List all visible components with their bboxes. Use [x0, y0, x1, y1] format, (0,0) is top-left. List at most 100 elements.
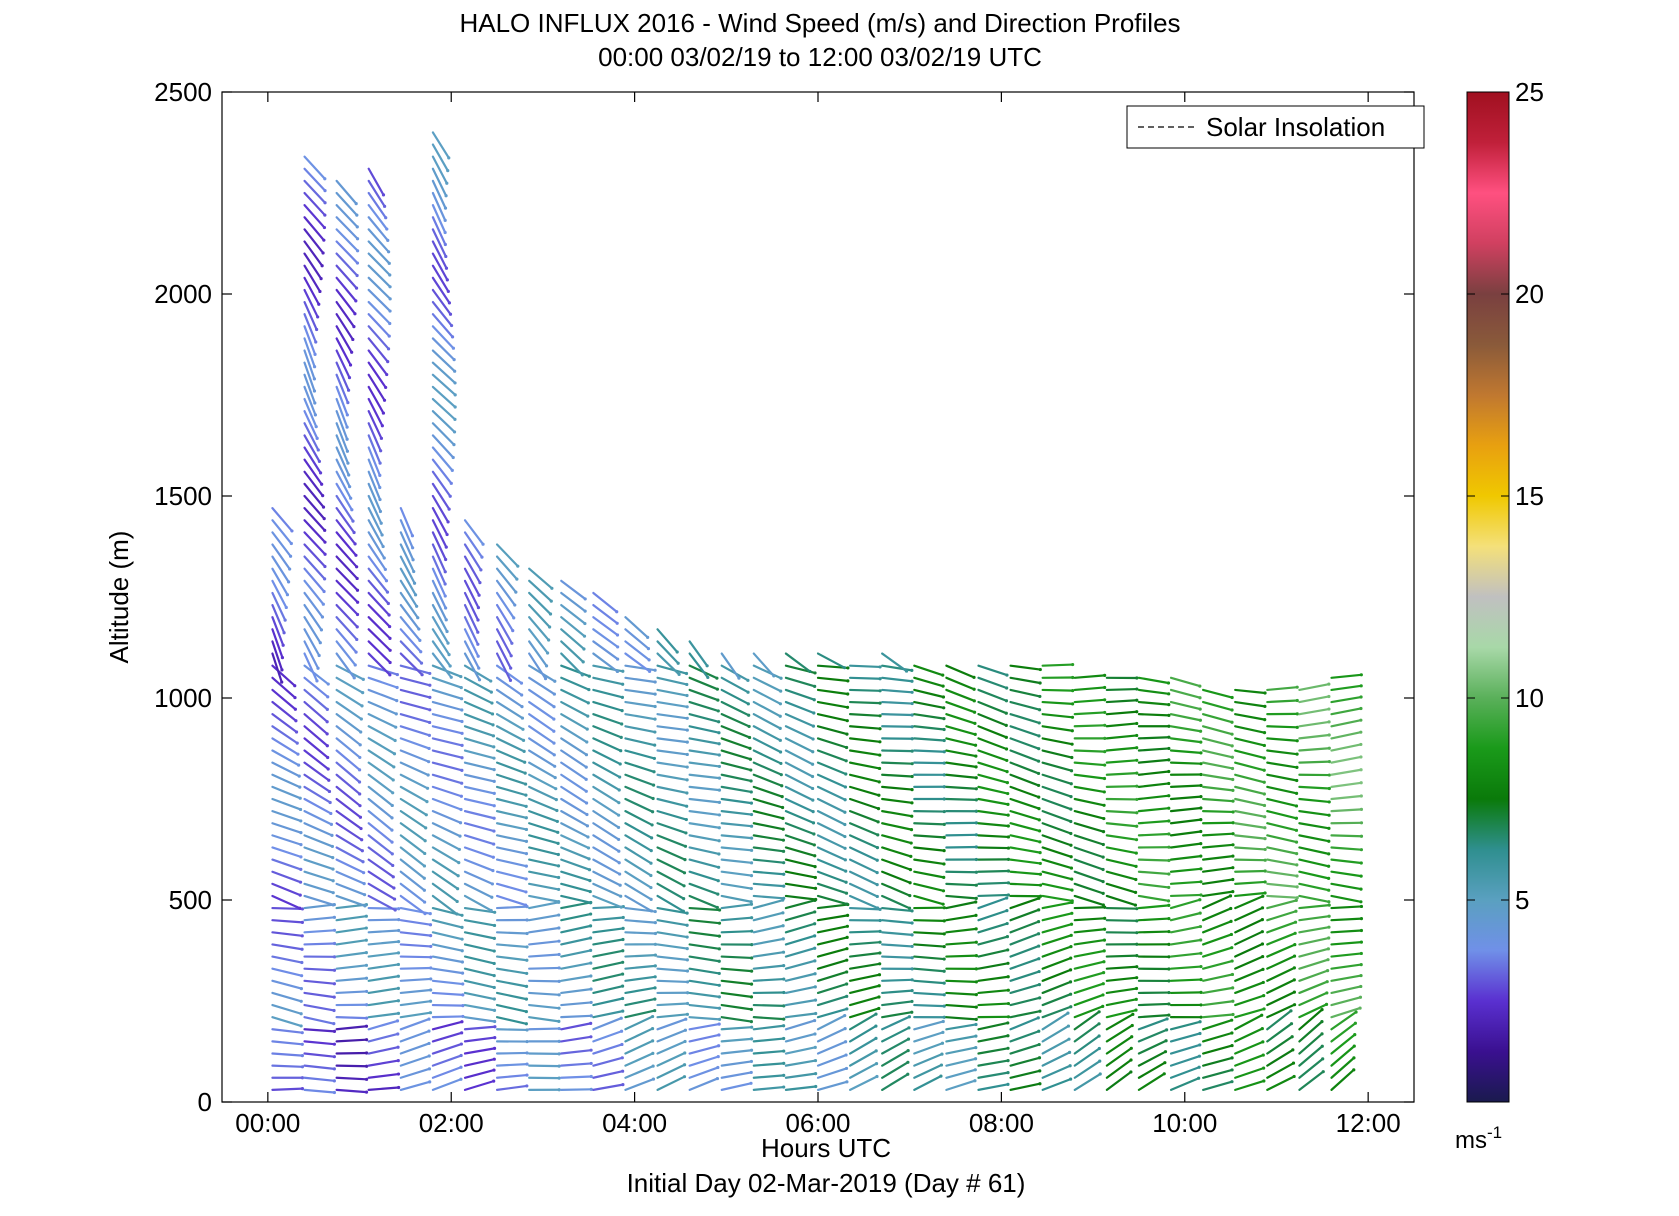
wind-vector — [1009, 1056, 1041, 1067]
wind-vector-head — [974, 980, 978, 984]
wind-vector-head — [1199, 867, 1203, 871]
wind-vector-head — [331, 879, 335, 883]
wind-vector — [1169, 938, 1202, 946]
wind-vector — [335, 191, 358, 217]
wind-vector — [1330, 695, 1363, 704]
wind-vector-head — [509, 666, 513, 670]
wind-vector-head — [289, 541, 293, 546]
wind-vector — [656, 797, 688, 808]
wind-vector-head — [808, 669, 812, 674]
wind-vector — [656, 943, 689, 950]
wind-vector — [1137, 819, 1170, 825]
wind-vector — [463, 955, 496, 965]
wind-vector-head — [1262, 994, 1266, 998]
wind-vector — [752, 858, 785, 864]
wind-vector-head — [492, 973, 496, 978]
wind-vector-head — [354, 553, 358, 557]
wind-vector-head — [327, 789, 332, 794]
wind-vector-head — [651, 796, 655, 801]
wind-vector — [624, 1052, 654, 1067]
wind-vector-head — [1167, 806, 1171, 810]
wind-vector — [431, 1003, 464, 1007]
wind-vector — [303, 446, 322, 474]
wind-vector — [913, 1053, 944, 1067]
wind-vector-head — [874, 1049, 878, 1053]
wind-vector-head — [780, 795, 784, 799]
wind-vector-head — [386, 360, 390, 364]
wind-vector-head — [511, 629, 515, 633]
wind-vector-head — [556, 875, 561, 880]
wind-vector — [624, 1015, 654, 1031]
wind-vector-head — [1294, 816, 1299, 820]
wind-vector — [1073, 882, 1105, 895]
wind-vector — [463, 737, 495, 749]
wind-vector-head — [524, 864, 528, 868]
wind-vector-head — [685, 911, 689, 915]
wind-vector-head — [1067, 1037, 1071, 1041]
wind-vector-head — [749, 1070, 753, 1075]
wind-vector — [624, 664, 657, 672]
wind-vector-head — [362, 893, 367, 897]
wind-vector — [1041, 957, 1072, 970]
wind-vector-head — [875, 846, 880, 850]
wind-vector-head — [646, 646, 651, 651]
wind-vector-head — [653, 964, 657, 968]
wind-vector — [1041, 1005, 1072, 1019]
wind-vector-head — [1197, 1076, 1201, 1080]
wind-vector — [335, 276, 357, 302]
wind-vector — [1202, 832, 1235, 837]
wind-vector — [367, 300, 391, 325]
wind-vector — [1266, 858, 1298, 866]
wind-vector — [752, 951, 785, 958]
wind-vector-head — [1037, 807, 1041, 811]
wind-vector-head — [1198, 684, 1202, 688]
wind-vector — [624, 1009, 656, 1019]
wind-vector-head — [386, 601, 390, 606]
wind-vector — [271, 1087, 304, 1091]
wind-vector — [913, 749, 946, 753]
wind-vector — [495, 955, 528, 962]
wind-vector — [624, 761, 656, 773]
wind-vector — [784, 676, 816, 688]
wind-vector-head — [942, 761, 946, 765]
wind-vector — [881, 1026, 911, 1043]
wind-vector — [881, 822, 913, 831]
wind-vector-head — [589, 1087, 593, 1091]
wind-vector-head — [548, 612, 553, 616]
wind-vector-head — [1006, 869, 1011, 873]
wind-vector — [945, 797, 978, 801]
wind-vector — [367, 446, 381, 477]
wind-vector-head — [365, 1064, 369, 1068]
wind-vector — [399, 785, 429, 803]
wind-vector-head — [332, 928, 337, 932]
wind-vector-head — [459, 1053, 463, 1058]
wind-vector — [303, 361, 316, 393]
wind-vector-head — [1263, 704, 1267, 708]
wind-vector — [848, 688, 882, 692]
wind-vector — [463, 591, 480, 622]
wind-vector-head — [940, 1041, 945, 1045]
wind-vector-head — [772, 674, 776, 678]
wind-vector-head — [589, 1048, 593, 1052]
wind-vector — [1169, 1077, 1200, 1091]
wind-vector-head — [749, 1019, 753, 1024]
wind-vector-head — [1289, 1009, 1293, 1013]
wind-vector-head — [459, 1065, 463, 1069]
wind-vector — [399, 507, 414, 537]
wind-vector — [495, 543, 519, 568]
wind-vector — [1105, 976, 1138, 982]
wind-vector — [271, 1064, 304, 1068]
wind-vector-head — [877, 995, 881, 999]
wind-vector-head — [298, 785, 302, 789]
wind-vector — [303, 737, 329, 759]
wind-vector — [271, 858, 302, 871]
wind-vector-head — [314, 340, 318, 344]
wind-vector-head — [685, 693, 689, 698]
wind-vector-head — [1295, 765, 1299, 770]
wind-vector-head — [381, 193, 386, 197]
wind-vector — [848, 822, 879, 836]
wind-vector-head — [1037, 829, 1042, 833]
wind-vector-head — [317, 653, 321, 658]
wind-vector-head — [1004, 747, 1009, 751]
wind-vector — [303, 870, 335, 882]
